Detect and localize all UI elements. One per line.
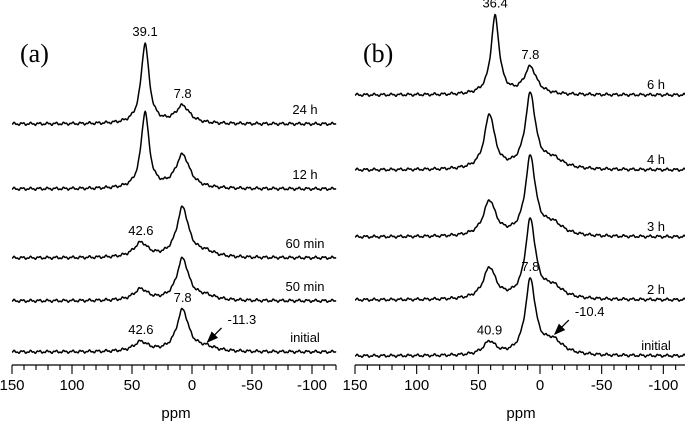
panel-a-tick-label: 150: [0, 377, 25, 394]
panel-a-series-50-min: [11, 256, 337, 304]
panel-a-traces: 24 h 12 h 60 min 50 min initial 39.1 7.8 42.6 7.…: [11, 24, 337, 355]
panel-a-series-label: 24 h: [292, 102, 317, 117]
panel-b-tick-label: 50: [470, 377, 487, 394]
panel-a: (a) 24 h 12 h 60 min 50 min initial 39.1 7.8 42…: [0, 24, 337, 422]
panel-b-label: (b): [363, 39, 393, 68]
panel-b-peak-label: 36.4: [482, 0, 507, 10]
panel-b-peak-label: 7.8: [521, 47, 539, 62]
panel-a-series-12-h: [11, 110, 337, 192]
panel-a-series-24-h: [11, 42, 337, 127]
panel-a-x-axis-title: ppm: [161, 405, 190, 422]
panel-b-tick-label: 100: [404, 377, 429, 394]
panel-a-peak-label: 7.8: [174, 290, 192, 305]
panel-b-series-label: 3 h: [647, 219, 665, 234]
panel-a-series-60-min: [11, 205, 337, 261]
panel-a-series-label: initial: [290, 330, 320, 345]
panel-b-series-label: 2 h: [647, 282, 665, 297]
panel-b: (b) 6 h 4 h 3 h 2 h initial 36.4 7.8 7.8 40.9 -10…: [342, 0, 685, 422]
panel-b-annotation-arrow: [553, 319, 570, 335]
panel-a-peak-label: 7.8: [174, 86, 192, 101]
panel-a-peak-label: 42.6: [128, 322, 153, 337]
panel-b-series-label: initial: [641, 338, 671, 353]
panel-b-series-3-h: [354, 154, 685, 239]
panel-a-tick-label: 50: [124, 377, 141, 394]
panel-a-peak-label: 39.1: [132, 24, 157, 39]
panel-b-peak-label: -10.4: [575, 304, 605, 319]
panel-a-series-initial: [11, 307, 337, 355]
panel-b-peak-label: 7.8: [521, 259, 539, 274]
panel-a-tick-label: 0: [188, 377, 196, 394]
panel-b-series-2-h: [354, 217, 685, 302]
panel-a-x-axis: 150 100 50 0 -50 -100: [0, 364, 337, 394]
panel-a-tick-label: -50: [241, 377, 263, 394]
panel-b-peak-label: 40.9: [477, 322, 502, 337]
panel-a-peak-label: 42.6: [128, 223, 153, 238]
panel-a-label: (a): [20, 39, 49, 68]
panel-b-traces: 6 h 4 h 3 h 2 h initial 36.4 7.8 7.8 40.9 -10.4: [354, 0, 685, 358]
panel-b-series-label: 4 h: [647, 152, 665, 167]
panel-b-series-4-h: [354, 91, 685, 172]
panel-a-series-label: 50 min: [285, 279, 324, 294]
panel-b-x-axis: 150 100 50 0 -50 -100: [342, 364, 685, 394]
panel-a-annotation-arrow: [206, 327, 223, 343]
panel-b-series-label: 6 h: [647, 77, 665, 92]
panel-a-series-label: 12 h: [292, 167, 317, 182]
panel-b-series-initial: [354, 277, 685, 358]
panel-b-tick-label: -50: [591, 377, 613, 394]
panel-a-peak-label: -11.3: [228, 312, 257, 327]
panel-a-tick-label: -100: [297, 377, 327, 394]
panel-b-series-6-h: [354, 13, 685, 98]
panel-b-tick-label: 0: [536, 377, 544, 394]
panel-b-tick-label: -100: [648, 377, 678, 394]
panel-a-series-label: 60 min: [285, 236, 324, 251]
panel-b-x-axis-title: ppm: [506, 405, 535, 422]
panel-a-tick-label: 100: [59, 377, 84, 394]
panel-b-tick-label: 150: [342, 377, 367, 394]
